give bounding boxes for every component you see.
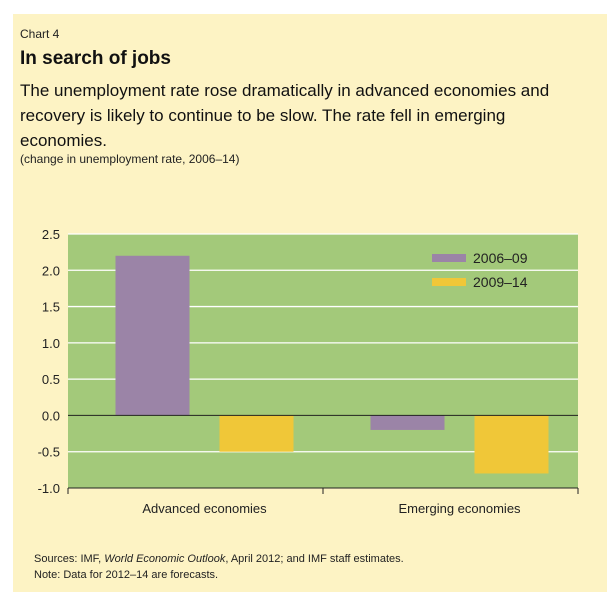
y-tick-label: 0.0	[42, 408, 60, 423]
bar-2009-14-advanced	[219, 415, 294, 452]
legend-label: 2009–14	[473, 274, 528, 290]
legend-swatch	[432, 254, 466, 262]
y-tick-label: -1.0	[38, 481, 60, 496]
chart-subtitle: The unemployment rate rose dramatically …	[20, 81, 550, 150]
bar-2006-09-advanced	[115, 255, 190, 416]
sources-publication: World Economic Outlook	[104, 553, 226, 565]
y-tick-label: 0.5	[42, 372, 60, 387]
y-tick-label: 1.5	[42, 300, 60, 315]
chart-number: Chart 4	[20, 27, 60, 41]
chart-title: In search of jobs	[20, 48, 171, 69]
sources-note: Sources: IMF, World Economic Outlook, Ap…	[34, 551, 404, 583]
bar-2006-09-emerging	[370, 415, 445, 430]
unit-note: (change in unemployment rate, 2006–14)	[20, 152, 240, 166]
x-category-label: Emerging economies	[398, 501, 521, 516]
sources-prefix: Sources: IMF,	[34, 553, 105, 565]
legend-label: 2006–09	[473, 250, 528, 266]
x-category-label: Advanced economies	[142, 501, 267, 516]
y-tick-label: 1.0	[42, 336, 60, 351]
sources-line: Sources: IMF, World Economic Outlook, Ap…	[34, 551, 404, 567]
y-tick-label: 2.0	[42, 263, 60, 278]
bar-2009-14-emerging	[474, 415, 549, 474]
legend-swatch	[432, 278, 466, 286]
y-tick-label: -0.5	[38, 445, 60, 460]
sources-suffix: , April 2012; and IMF staff estimates.	[225, 553, 404, 565]
forecast-note: Note: Data for 2012–14 are forecasts.	[34, 569, 219, 581]
y-tick-label: 2.5	[42, 227, 60, 242]
